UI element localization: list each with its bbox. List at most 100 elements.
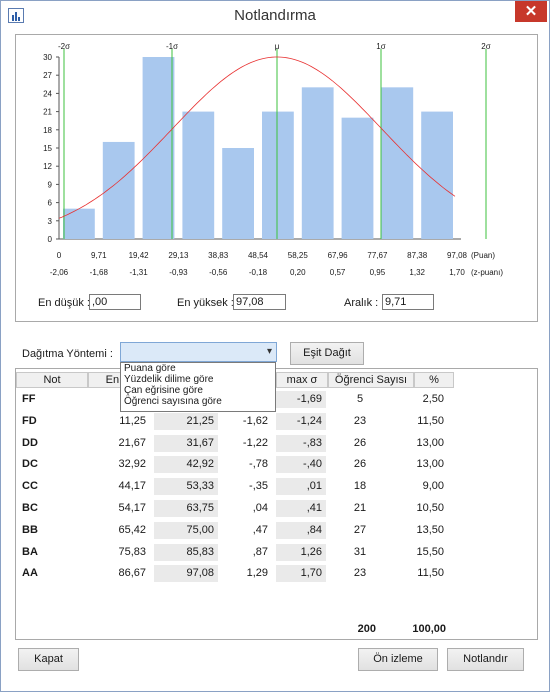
equal-distribute-button[interactable]: Eşit Dağıt	[290, 342, 364, 365]
cell-zmin[interactable]: -1,22	[242, 436, 268, 449]
span-label: Aralık :	[344, 297, 379, 309]
puan-tick-label: 48,54	[248, 251, 269, 260]
puan-tick-label: 0	[57, 251, 62, 260]
close-icon[interactable]: ✕	[515, 1, 547, 22]
cell-zmax: -,83	[276, 434, 326, 452]
y-tick-label: 6	[48, 199, 53, 208]
close-button[interactable]: Kapat	[18, 648, 79, 671]
cell-pct[interactable]: 2,50	[422, 393, 444, 405]
cell-pct[interactable]: 13,50	[416, 523, 444, 536]
normal-curve	[58, 56, 456, 219]
high-label: En yüksek :	[177, 297, 234, 309]
cell-min[interactable]: 54,17	[118, 502, 146, 514]
sigma-label: μ	[275, 42, 280, 51]
histogram-bar	[262, 111, 294, 239]
cell-pct[interactable]: 9,00	[422, 480, 444, 493]
grade-button[interactable]: Notlandır	[447, 648, 524, 671]
puan-tick-label: 38,83	[208, 251, 229, 260]
window-title: Notlandırma	[234, 7, 316, 24]
sigma-label: 1σ	[376, 42, 385, 51]
preview-button[interactable]: Ön izleme	[358, 648, 438, 671]
cell-zmax: ,41	[276, 500, 326, 517]
cell-count[interactable]: 27	[353, 523, 367, 536]
cell-zmin[interactable]: ,87	[252, 545, 268, 558]
cell-min[interactable]: 86,67	[118, 567, 146, 580]
cell-min[interactable]: 32,92	[118, 458, 146, 471]
cell-max: 85,83	[154, 543, 218, 561]
cell-zmin[interactable]: -,78	[249, 458, 268, 471]
span-value-field[interactable]: 9,71	[382, 294, 434, 310]
cell-max: 97,08	[154, 565, 218, 583]
histogram-bar	[421, 111, 453, 239]
cell-zmax: ,84	[276, 521, 326, 539]
cell-max: 42,92	[154, 456, 218, 474]
method-label: Dağıtma Yöntemi :	[22, 348, 113, 360]
cell-zmin[interactable]: ,04	[252, 502, 268, 514]
cell-zmax: -1,24	[276, 412, 326, 430]
cell-pct[interactable]: 11,50	[417, 567, 444, 580]
cell-pct[interactable]: 10,50	[416, 502, 444, 514]
z-tick-label: 1,32	[409, 268, 425, 277]
column-header[interactable]: Öğrenci Sayısı	[328, 372, 414, 388]
histogram-chart: 0 3 6 9 12 15 18 21 24 27 30 -2σ -1σ μ 1σ 2σ 0 9,71 19,42 2…	[43, 42, 503, 277]
grade-label: DD	[22, 436, 38, 449]
puan-axis-label: (Puan)	[471, 251, 495, 260]
cell-zmin[interactable]: 1,29	[246, 567, 268, 580]
cell-count[interactable]: 26	[353, 458, 367, 471]
method-option-percentile[interactable]: Yüzdelik dilime göre	[124, 374, 214, 385]
puan-tick-label: 19,42	[129, 251, 150, 260]
y-tick-label: 0	[48, 235, 53, 244]
puan-tick-label: 58,25	[288, 251, 309, 260]
cell-zmin[interactable]: -1,62	[242, 414, 268, 427]
puan-tick-label: 87,38	[407, 251, 428, 260]
column-header[interactable]: Not	[16, 372, 88, 388]
cell-count[interactable]: 5	[356, 393, 364, 405]
z-tick-label: -2,06	[50, 268, 69, 277]
cell-pct[interactable]: 13,00	[416, 436, 444, 449]
y-tick-label: 30	[43, 53, 52, 62]
cell-min[interactable]: 11,25	[119, 414, 146, 427]
histogram-bar	[341, 117, 374, 239]
y-tick-label: 3	[48, 217, 53, 226]
cell-zmax: 1,70	[276, 565, 326, 583]
histogram-bar	[182, 111, 215, 239]
cell-count[interactable]: 26	[353, 436, 367, 449]
cell-min[interactable]: 75,83	[118, 545, 146, 558]
high-value-field[interactable]: 97,08	[233, 294, 286, 310]
cell-min[interactable]: 44,17	[118, 480, 146, 493]
method-dropdown[interactable]: ▾	[120, 342, 277, 362]
cell-count[interactable]: 23	[353, 414, 367, 427]
method-option-student-count[interactable]: Öğrenci sayısına göre	[124, 396, 222, 407]
y-tick-label: 21	[43, 108, 52, 117]
cell-count[interactable]: 21	[353, 502, 367, 514]
cell-zmin[interactable]: ,47	[252, 523, 268, 536]
column-header[interactable]: max σ	[276, 372, 328, 388]
histogram-bar	[63, 208, 95, 239]
cell-pct[interactable]: 15,50	[416, 545, 444, 558]
cell-count[interactable]: 31	[353, 545, 367, 558]
column-header[interactable]: %	[414, 372, 454, 388]
distribution-chart-panel: 0 3 6 9 12 15 18 21 24 27 30 -2σ -1σ μ 1σ 2σ 0 9,71 19,42 2…	[15, 34, 538, 322]
cell-min[interactable]: 65,42	[118, 523, 146, 536]
z-tick-label: -0,18	[249, 268, 268, 277]
method-option-score[interactable]: Puana göre	[124, 363, 176, 374]
grade-label: FD	[22, 414, 37, 427]
cell-count[interactable]: 23	[353, 567, 367, 580]
cell-zmin[interactable]: -,35	[249, 480, 268, 493]
low-value-field[interactable]: ,00	[89, 294, 141, 310]
cell-pct[interactable]: 13,00	[416, 458, 444, 471]
chevron-down-icon[interactable]: ▾	[266, 346, 272, 357]
z-tick-label: -1,31	[129, 268, 148, 277]
method-option-bell-curve[interactable]: Çan eğrisine göre	[124, 385, 203, 396]
cell-count[interactable]: 18	[353, 480, 367, 493]
y-tick-label: 18	[43, 126, 52, 135]
sigma-label: 2σ	[481, 42, 490, 51]
puan-tick-label: 67,96	[328, 251, 349, 260]
low-label: En düşük :	[38, 297, 90, 309]
puan-tick-label: 97,08	[447, 251, 468, 260]
cell-pct[interactable]: 11,50	[417, 414, 444, 427]
cell-min[interactable]: 21,67	[118, 436, 146, 449]
method-dropdown-list: Puana göre Yüzdelik dilime göre Çan eğri…	[120, 362, 276, 412]
